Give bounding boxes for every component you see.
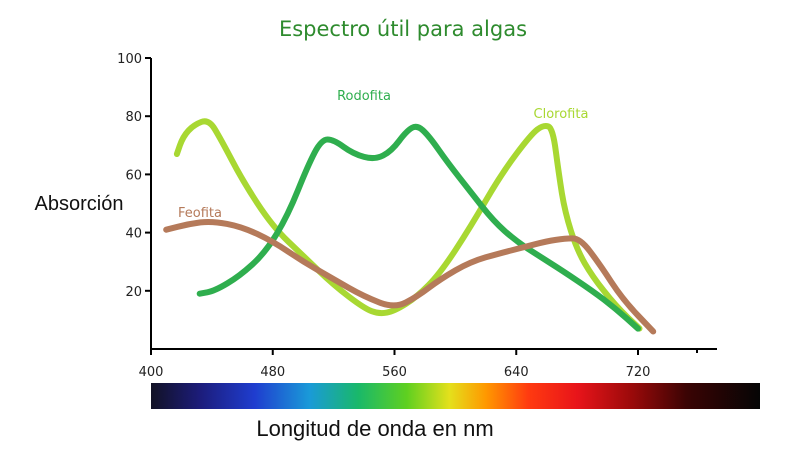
series-labels: Clorofita Rodofita Feofita	[178, 89, 588, 221]
x-tick-label: 640	[504, 365, 529, 380]
y-tick-label: 60	[125, 168, 142, 183]
chart-title: Espectro útil para algas	[279, 17, 527, 41]
series-line-clorofita	[173, 118, 643, 332]
y-ticks: 20 40 60 80 100	[117, 52, 151, 300]
x-tick-label: 480	[260, 365, 285, 380]
y-tick-label: 20	[125, 285, 142, 300]
y-axis-label: Absorción	[35, 193, 124, 215]
series-label-clorofita: Clorofita	[534, 107, 589, 122]
x-axis-label: Longitud de onda en nm	[256, 416, 493, 441]
series-group	[163, 118, 657, 335]
series-label-feofita: Feofita	[178, 206, 222, 221]
y-tick-label: 100	[117, 52, 142, 67]
y-tick-label: 40	[125, 227, 142, 242]
x-ticks: 400 480 560 640 720	[139, 349, 698, 380]
x-tick-label: 720	[626, 365, 651, 380]
series-label-rodofita: Rodofita	[337, 89, 391, 104]
y-tick-label: 80	[125, 110, 142, 125]
series-line-feofita	[163, 218, 657, 335]
x-tick-label: 400	[139, 365, 164, 380]
x-tick-label: 560	[382, 365, 407, 380]
spectrum-bar	[151, 383, 760, 409]
